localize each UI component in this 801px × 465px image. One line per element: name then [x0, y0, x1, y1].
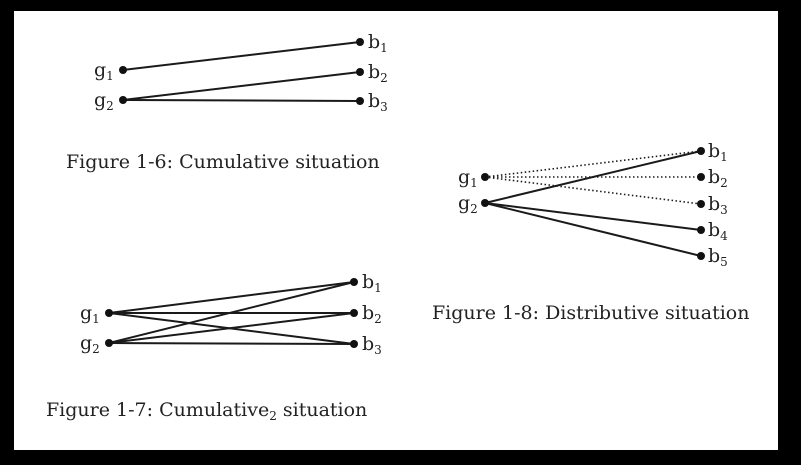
node-g2: [105, 339, 113, 347]
node-label-b4: b4: [708, 219, 728, 243]
node-label-b3: b3: [362, 333, 382, 357]
node-b4: [697, 226, 705, 234]
edge-g1-b3: [484, 176, 702, 205]
node-label-b1: b1: [368, 31, 388, 55]
node-b1: [697, 147, 705, 155]
caption-1-7: Figure 1-7: Cumulative2 situation: [46, 399, 367, 423]
node-b3: [356, 97, 364, 105]
node-label-b3: b3: [708, 193, 728, 217]
node-b2: [356, 68, 364, 76]
edge-g2-b1: [108, 281, 355, 344]
node-b5: [697, 252, 705, 260]
node-label-g2: g2: [458, 192, 478, 216]
edge-g1-b1: [484, 150, 702, 178]
node-label-g2: g2: [80, 332, 100, 356]
node-label-b2: b2: [708, 166, 728, 190]
node-label-b3: b3: [368, 90, 388, 114]
node-label-g1: g1: [94, 59, 114, 83]
caption-1-8: Figure 1-8: Distributive situation: [432, 302, 749, 324]
node-label-b1: b1: [708, 140, 728, 164]
node-b1: [350, 278, 358, 286]
node-b2: [350, 309, 358, 317]
node-b3: [697, 200, 705, 208]
edge-g2-b1: [484, 150, 702, 204]
node-label-g1: g1: [458, 166, 478, 190]
node-label-g1: g1: [80, 302, 100, 326]
figure-1-6: g1 g2 b1 b2 b3 Figure 1-6: Cumulative situati…: [66, 31, 388, 173]
node-g2: [481, 199, 489, 207]
node-b1: [356, 38, 364, 46]
node-label-b1: b1: [362, 271, 382, 295]
edge-g2-b5: [484, 202, 702, 257]
node-g1: [481, 173, 489, 181]
edge-g2-b2: [122, 71, 361, 101]
node-g1: [119, 66, 127, 74]
figure-panel: g1 g2 b1 b2 b3 Figure 1-6: Cumulative situati…: [14, 11, 778, 450]
edge-g2-b2: [108, 312, 355, 344]
node-label-b2: b2: [362, 302, 382, 326]
node-b3: [350, 340, 358, 348]
edge-g1-b1: [122, 41, 361, 71]
caption-1-6: Figure 1-6: Cumulative situation: [66, 151, 380, 173]
node-b2: [697, 173, 705, 181]
edge-g2-b3: [122, 99, 361, 102]
edge-g1-b1: [108, 281, 355, 314]
node-label-b5: b5: [708, 245, 728, 269]
node-g1: [105, 309, 113, 317]
figure-1-7: g1 g2 b1 b2 b3 Figure 1-7: Cumulative2 situat…: [46, 271, 382, 423]
edge-g2-b4: [484, 202, 702, 231]
edge-g2-b3: [108, 342, 355, 345]
node-label-b2: b2: [368, 61, 388, 85]
node-g2: [119, 96, 127, 104]
node-label-g2: g2: [94, 89, 114, 113]
